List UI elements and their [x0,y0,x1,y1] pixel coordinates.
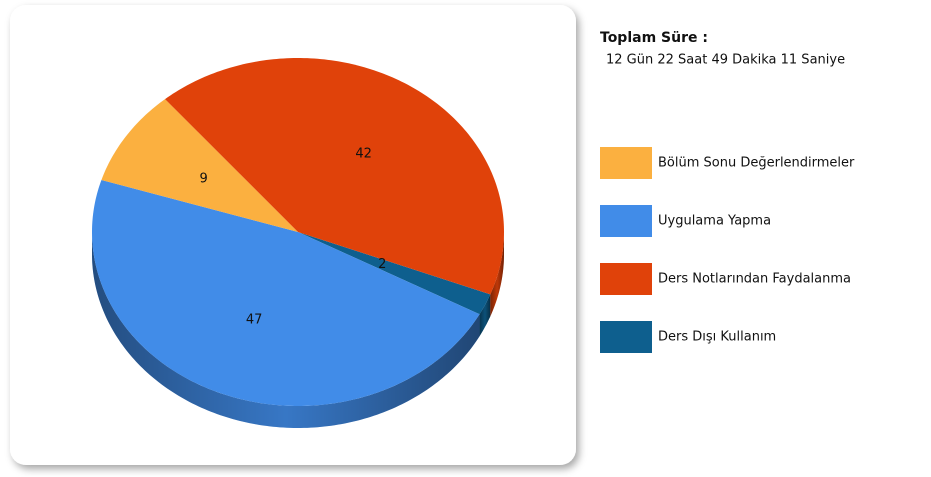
data-label: 2 [378,257,386,272]
total-duration: 12 Gün 22 Saat 49 Dakika 11 Saniye [606,53,845,68]
legend-swatch [600,147,652,179]
data-label: 9 [199,172,207,187]
legend-swatch [600,321,652,353]
total-title: Toplam Süre : [600,30,708,46]
legend-label: Ders Notlarından Faydalanma [658,272,851,287]
legend-swatch [600,205,652,237]
pie-slice [101,99,299,232]
data-label: 42 [355,146,372,161]
data-label: 47 [246,313,263,328]
legend-label: Bölüm Sonu Değerlendirmeler [658,156,855,171]
legend-label: Uygulama Yapma [658,214,771,229]
pie-slice [92,179,480,406]
pie-slice [165,58,504,295]
legend-swatch [600,263,652,295]
pie-slice [298,232,491,315]
pie-side-shade [490,232,504,317]
legend-label: Ders Dışı Kullanım [658,330,776,345]
pie-side-shade [479,294,491,337]
